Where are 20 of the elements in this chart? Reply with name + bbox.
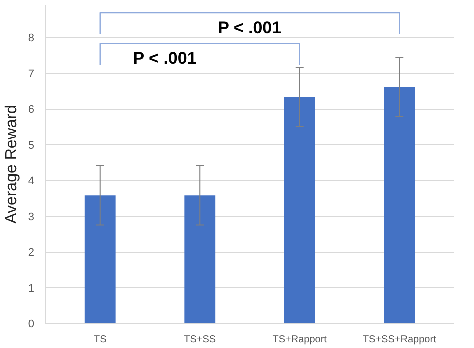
y-tick-label: 1 xyxy=(28,282,35,295)
bar xyxy=(184,196,216,324)
y-axis-title: Average Reward xyxy=(3,105,20,224)
y-tick-label: 4 xyxy=(28,176,35,188)
x-tick-label: TS xyxy=(94,334,108,346)
x-tick-label: TS+Rapport xyxy=(272,334,328,346)
y-tick-label: 3 xyxy=(28,211,35,224)
annotation: P < .001 xyxy=(218,18,282,38)
y-tick-label: 8 xyxy=(28,32,35,45)
y-tick-label: 0 xyxy=(28,318,35,330)
y-tick-label: 2 xyxy=(28,247,35,260)
y-tick-label: 6 xyxy=(28,104,35,116)
annotation: P < .001 xyxy=(133,49,197,68)
x-tick-label: TS+SS+Rapport xyxy=(362,334,437,346)
bar xyxy=(384,87,416,324)
bar xyxy=(84,196,116,324)
bar xyxy=(284,97,316,324)
x-tick-label: TS+SS xyxy=(184,334,216,346)
y-tick-label: 5 xyxy=(28,140,35,152)
y-tick-label: 7 xyxy=(28,68,35,80)
